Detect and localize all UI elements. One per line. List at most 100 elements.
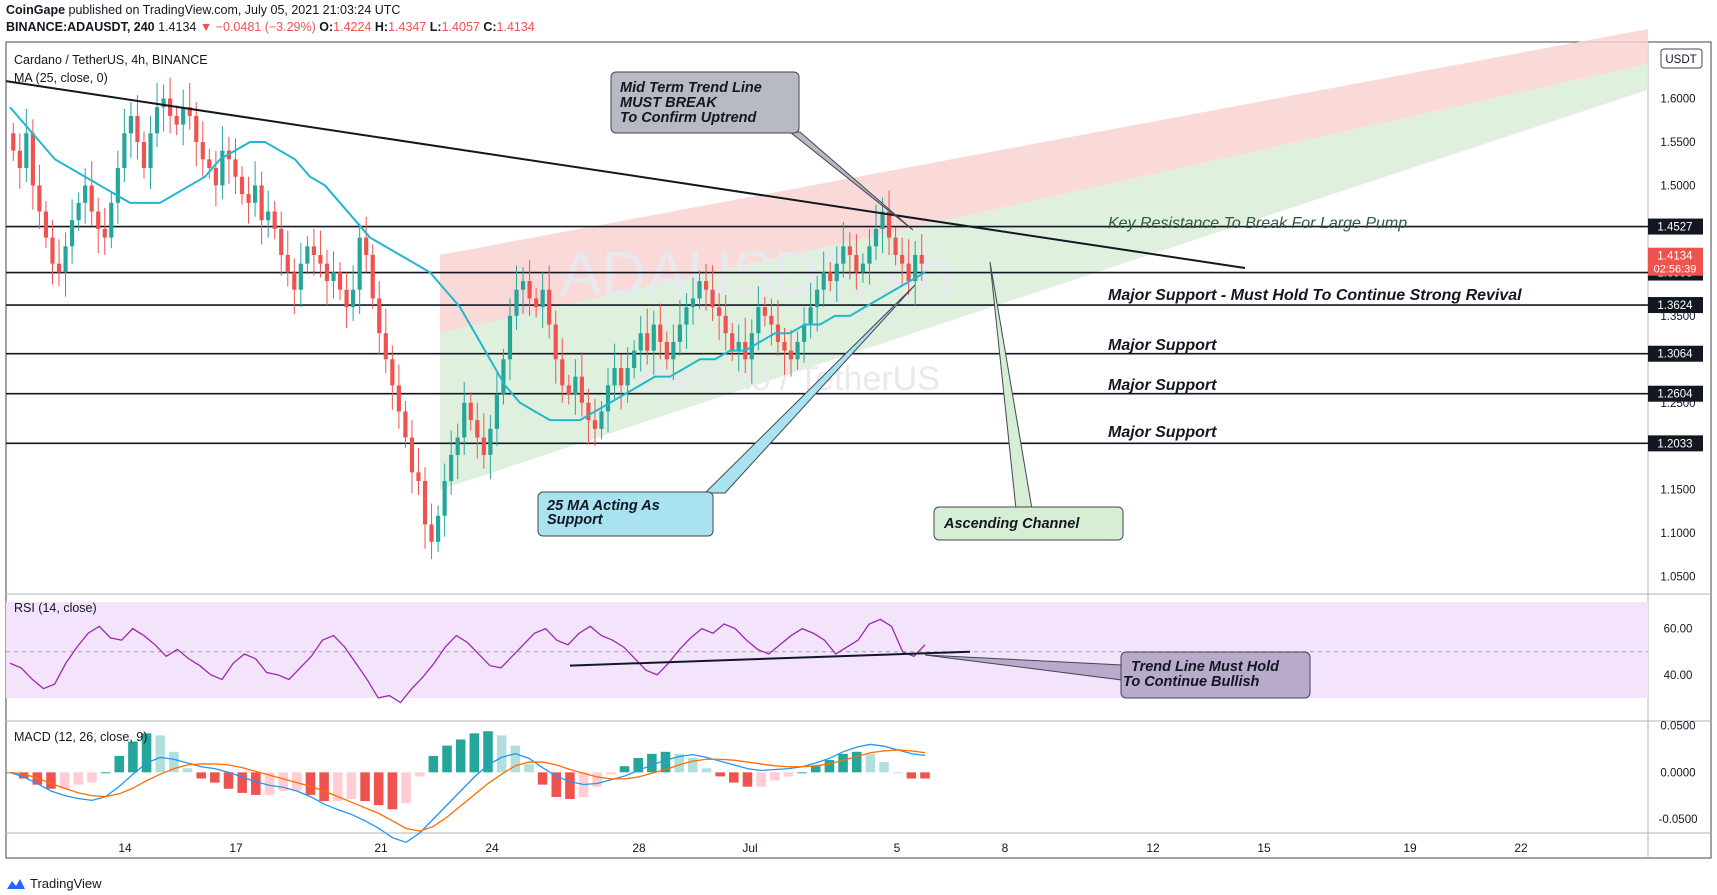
macd-histogram-bar bbox=[387, 772, 398, 810]
macd-histogram-bar bbox=[920, 772, 930, 779]
time-tick-label: 14 bbox=[118, 841, 132, 855]
macd-legend: MACD (12, 26, close, 9) bbox=[14, 730, 147, 744]
macd-histogram-bar bbox=[606, 772, 616, 775]
rsi-legend: RSI (14, close) bbox=[14, 601, 97, 615]
mid-term-trend-line[interactable] bbox=[5, 80, 1246, 270]
candle-body bbox=[697, 281, 702, 299]
macd-histogram-bar bbox=[688, 757, 698, 773]
candle-body bbox=[69, 220, 75, 247]
price-level-tag bbox=[1648, 345, 1703, 362]
candle-body bbox=[795, 341, 800, 360]
macd-histogram-bar bbox=[797, 772, 807, 774]
price-axis[interactable]: 1.65001.60001.55001.50001.45001.35001.25… bbox=[1648, 50, 1703, 584]
tradingview-logo-icon[interactable] bbox=[6, 877, 26, 891]
last-price: 1.4134 bbox=[158, 20, 197, 34]
candle-body bbox=[30, 133, 35, 186]
macd-histogram-bar bbox=[756, 772, 766, 787]
publisher-name[interactable]: CoinGape bbox=[6, 3, 66, 17]
macd-histogram-bar bbox=[810, 766, 821, 773]
time-tick-label: 5 bbox=[894, 841, 901, 855]
candle-body bbox=[50, 237, 55, 264]
callout-mid-term-line1: Mid Term Trend Line bbox=[620, 80, 762, 96]
candle-body bbox=[566, 385, 571, 395]
macd-histogram-bar bbox=[592, 772, 603, 787]
candle-body bbox=[913, 254, 918, 282]
candle-body bbox=[494, 394, 500, 429]
macd-histogram-bar bbox=[87, 772, 97, 783]
trend-line-path bbox=[5, 80, 1246, 270]
price-tick-label: 1.6000 bbox=[1660, 94, 1695, 106]
candle-body bbox=[455, 437, 460, 455]
candle-body bbox=[645, 333, 650, 351]
open-value: 1.4224 bbox=[333, 20, 372, 34]
price-level-label: 1.3624 bbox=[1657, 300, 1693, 312]
candle-body bbox=[501, 359, 506, 395]
candle-body bbox=[736, 341, 741, 351]
macd-histogram-bar bbox=[701, 768, 712, 773]
low-value: 1.4057 bbox=[441, 20, 480, 34]
time-tick-label: 19 bbox=[1403, 841, 1417, 855]
candle-body bbox=[148, 133, 153, 169]
candle-body bbox=[390, 359, 395, 386]
macd-histogram-bar bbox=[114, 755, 125, 773]
macd-histogram-bar bbox=[210, 772, 220, 783]
candle-body bbox=[141, 141, 147, 169]
macd-histogram-bar bbox=[373, 772, 384, 806]
macd-histogram-bar bbox=[46, 772, 56, 789]
candle-body bbox=[605, 385, 611, 412]
candle-body bbox=[351, 289, 356, 308]
open-label: O: bbox=[319, 20, 334, 34]
macd-line bbox=[9, 743, 926, 844]
price-tick-label: 1.5000 bbox=[1660, 180, 1695, 192]
candle-body bbox=[906, 263, 911, 282]
currency-label[interactable]: USDT bbox=[1665, 54, 1696, 66]
callout-channel-text: Ascending Channel bbox=[943, 516, 1080, 532]
time-tick-label: 8 bbox=[1002, 841, 1009, 855]
watermark-name: Cardano / TetherUS bbox=[640, 360, 940, 398]
high-value: 1.4347 bbox=[388, 20, 427, 34]
callout-ma-support[interactable]: 25 MA Acting As Support bbox=[537, 284, 916, 537]
time-tick-label: 22 bbox=[1514, 841, 1528, 855]
footer-brand[interactable]: TradingView bbox=[30, 876, 102, 891]
candle-body bbox=[207, 159, 212, 169]
candle-body bbox=[213, 168, 218, 186]
macd-histogram-bar bbox=[510, 745, 521, 773]
horizontal-levels bbox=[6, 225, 1648, 445]
rsi-pane: 60.00 40.00 bbox=[6, 618, 1692, 704]
currency-box[interactable] bbox=[1660, 48, 1703, 69]
channel-upper-zone bbox=[440, 28, 1648, 334]
candle-body bbox=[337, 272, 343, 290]
last-price-tag bbox=[1648, 247, 1703, 276]
candle-body bbox=[187, 107, 192, 116]
price-change: −0.0481 (−3.29%) bbox=[215, 20, 316, 34]
price-level-tag bbox=[1648, 385, 1703, 402]
callout-mid-term[interactable]: Mid Term Trend Line MUST BREAK To Confir… bbox=[610, 71, 914, 231]
macd-histogram-bar bbox=[428, 755, 439, 773]
candle-body bbox=[801, 324, 807, 342]
price-level-label: 1.2033 bbox=[1657, 438, 1692, 450]
low-label: L: bbox=[429, 20, 442, 34]
macd-histogram-bar bbox=[524, 764, 534, 773]
candle-body bbox=[599, 411, 604, 429]
macd-histogram-bar bbox=[237, 772, 247, 793]
candle-body bbox=[43, 211, 49, 238]
macd-histogram-bar bbox=[100, 772, 111, 774]
candle-body bbox=[579, 376, 584, 403]
time-axis[interactable]: 14 17 21 24 28 Jul 5 8 12 15 19 22 bbox=[118, 841, 1528, 855]
candle-body bbox=[618, 367, 624, 386]
candle-body bbox=[396, 385, 401, 412]
callout-ascending-channel[interactable]: Ascending Channel bbox=[933, 261, 1124, 541]
macd-histogram-bar bbox=[414, 772, 425, 777]
candle-body bbox=[677, 324, 683, 342]
candle-body bbox=[919, 254, 924, 264]
macd-histogram-bar bbox=[851, 751, 862, 773]
candle-body bbox=[266, 211, 271, 221]
macd-histogram-bar bbox=[838, 753, 848, 773]
ma-legend: MA (25, close, 0) bbox=[14, 71, 108, 85]
candle-body bbox=[547, 289, 552, 325]
macd-histogram-bar bbox=[182, 768, 193, 773]
candle-body bbox=[96, 211, 101, 229]
macd-histogram-bar bbox=[346, 772, 357, 800]
callout-rsi-trend[interactable]: Trend Line Must Hold To Continue Bullish bbox=[924, 651, 1311, 699]
